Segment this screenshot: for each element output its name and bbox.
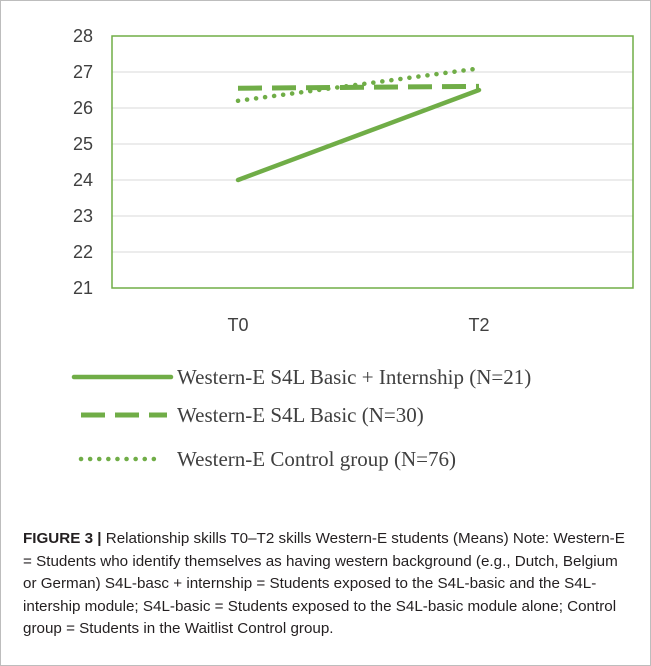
y-tick-label: 26 xyxy=(73,98,93,118)
plot-area-border xyxy=(111,35,634,289)
gridlines xyxy=(112,71,633,253)
y-tick-label: 27 xyxy=(73,62,93,82)
y-tick-label: 25 xyxy=(73,134,93,154)
x-tick-label: T2 xyxy=(468,315,489,335)
caption-label: FIGURE 3 | xyxy=(23,530,102,547)
legend-label: Western-E S4L Basic (N=30) xyxy=(177,403,424,427)
y-tick-label: 23 xyxy=(73,206,93,226)
line-chart: 21 22 23 24 25 26 27 28 T0 T2 Western-E S4L Basi… xyxy=(71,26,634,471)
legend: Western-E S4L Basic + Internship (N=21) W… xyxy=(71,365,531,471)
y-tick-label: 22 xyxy=(73,242,93,262)
legend-label: Western-E Control group (N=76) xyxy=(177,447,456,471)
y-tick-label: 21 xyxy=(73,278,93,298)
y-tick-label: 28 xyxy=(73,26,93,46)
x-tick-label: T0 xyxy=(227,315,248,335)
series-line-solid xyxy=(235,87,482,183)
y-axis: 21 22 23 24 25 26 27 28 xyxy=(73,26,93,298)
figure-caption: FIGURE 3 | Relationship skills T0–T2 ski… xyxy=(23,528,633,641)
series-line-dashed xyxy=(237,83,480,91)
legend-label: Western-E S4L Basic + Internship (N=21) xyxy=(177,365,531,389)
y-tick-label: 24 xyxy=(73,170,93,190)
caption-text: Relationship skills T0–T2 skills Western… xyxy=(23,530,625,637)
series-lines xyxy=(235,66,482,183)
x-axis: T0 T2 xyxy=(227,315,489,335)
